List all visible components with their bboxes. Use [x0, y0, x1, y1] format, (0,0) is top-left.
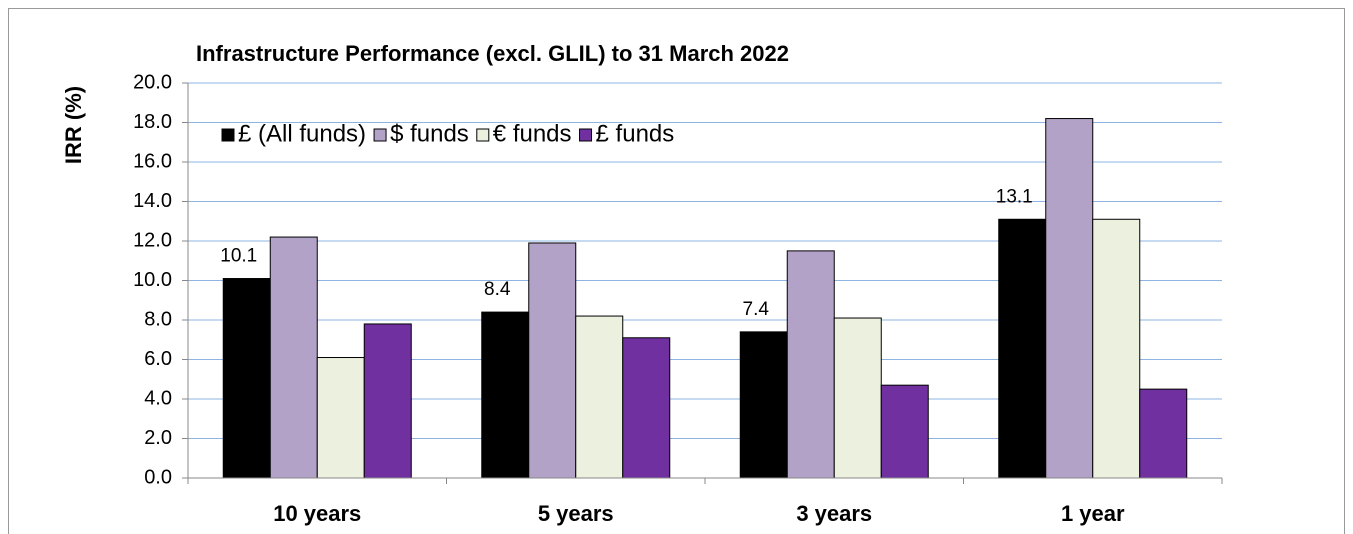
bar [528, 242, 577, 479]
y-axis-label: IRR (%) [61, 86, 86, 164]
bar [269, 236, 318, 479]
bar [222, 278, 271, 479]
legend-swatch [221, 128, 235, 142]
bar [880, 384, 929, 479]
legend-label: € funds [493, 120, 572, 147]
data-label: 13.1 [996, 186, 1033, 207]
y-tick-label: 14.0 [133, 190, 172, 212]
data-label: 7.4 [743, 299, 770, 320]
x-tick-label: 3 years [796, 501, 872, 526]
legend-swatch [373, 128, 387, 142]
bar [316, 357, 365, 479]
x-tick-label: 10 years [273, 501, 361, 526]
legend-label: $ funds [390, 120, 469, 147]
y-tick-label: 6.0 [144, 348, 172, 370]
legend-swatch [579, 128, 593, 142]
bar [575, 315, 624, 479]
y-tick-label: 10.0 [133, 269, 172, 291]
y-tick-label: 16.0 [133, 150, 172, 172]
y-tick-label: 8.0 [144, 308, 172, 330]
bar [363, 323, 412, 479]
chart-frame [8, 8, 1345, 534]
y-tick-label: 4.0 [144, 387, 172, 409]
data-label: 10.1 [220, 246, 257, 267]
legend-swatch [476, 128, 490, 142]
bar [739, 331, 788, 479]
y-tick-label: 20.0 [133, 71, 172, 93]
bar [833, 317, 882, 479]
bar [786, 250, 835, 479]
data-label: 8.4 [484, 279, 511, 300]
x-tick-label: 1 year [1061, 501, 1125, 526]
chart-title: Infrastructure Performance (excl. GLIL) … [196, 41, 789, 66]
bar [1139, 388, 1188, 479]
legend-label: £ funds [596, 120, 675, 147]
bar [998, 218, 1047, 479]
bar [622, 337, 671, 479]
bar [1092, 218, 1141, 479]
bar [1045, 118, 1094, 479]
y-tick-label: 2.0 [144, 427, 172, 449]
x-tick-label: 5 years [538, 501, 614, 526]
legend-label: £ (All funds) [238, 120, 366, 147]
y-tick-label: 0.0 [144, 466, 172, 488]
y-tick-label: 12.0 [133, 229, 172, 251]
bar [481, 311, 530, 479]
y-tick-label: 18.0 [133, 111, 172, 133]
